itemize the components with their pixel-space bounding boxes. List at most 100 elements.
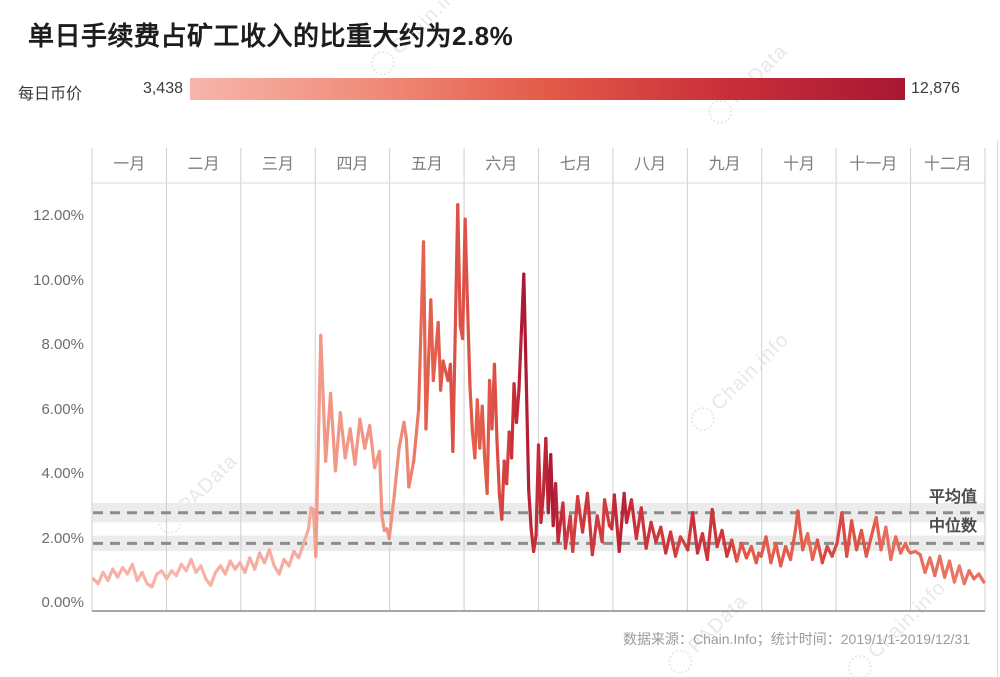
fee-ratio-line-segment	[380, 514, 386, 533]
month-label: 五月	[410, 156, 443, 173]
source-note: 数据来源：Chain.Info；统计时间：2019/1/1-2019/12/31	[622, 631, 970, 647]
fee-ratio-line-segment	[600, 498, 607, 544]
fee-ratio-line-segment	[938, 554, 947, 579]
fee-ratio-line-segment	[639, 506, 648, 550]
fee-ratio-line-segment	[353, 417, 362, 466]
fee-ratio-line-segment	[710, 507, 719, 549]
fee-ratio-line-segment	[788, 528, 797, 562]
month-label: 十一月	[849, 156, 898, 173]
price-legend-min-value: 3,438	[142, 80, 183, 97]
fee-ratio-line-segment	[377, 449, 384, 518]
fee-ratio-line-segment	[495, 436, 501, 495]
fee-ratio-line-segment	[889, 535, 898, 562]
month-label: 一月	[113, 156, 146, 173]
fee-ratio-line-segment	[859, 528, 868, 558]
month-axis: 一月 二月 三月 四月 五月 六月 七月 八月 九月 十月 十一月 十二月	[92, 148, 985, 183]
fee-ratio-line-segment	[319, 333, 328, 463]
fee-ratio-line-segment	[571, 494, 580, 554]
fee-ratio-line-segment	[116, 565, 125, 579]
month-label: 四月	[336, 156, 369, 173]
fee-ratio-line-segment	[368, 424, 377, 470]
fee-ratio-line-segment	[602, 498, 612, 528]
chart-title: 单日手续费占矿工收入的比重大约为2.8%	[28, 21, 514, 51]
fee-ratio-line-segment	[774, 541, 783, 568]
fee-ratio-line-segment	[468, 385, 475, 434]
fee-ratio-line-segment	[407, 459, 416, 489]
month-label: 六月	[485, 156, 518, 173]
fee-ratio-line-segment	[96, 570, 105, 586]
month-label: 十二月	[923, 156, 972, 173]
fee-ratio-line-segment	[492, 362, 499, 441]
fee-ratio-line-segment	[705, 507, 714, 562]
fee-ratio-line-segment	[739, 541, 749, 560]
fee-ratio-line-segment	[358, 417, 367, 450]
fee-ratio-line-segment	[451, 203, 460, 454]
fee-ratio-line-segment	[840, 511, 849, 558]
fee-ratio-line-segment	[287, 549, 296, 568]
fee-ratio-line-segment	[130, 562, 139, 583]
fee-ratio-line-segment	[539, 491, 545, 524]
fee-ratio-line-segment	[253, 551, 262, 571]
fee-ratio-line-segment	[306, 506, 313, 531]
fee-ratio-line-segment	[884, 525, 893, 562]
fee-ratio-line-segment	[673, 535, 683, 558]
fee-ratio-line-segment	[514, 388, 521, 424]
fee-ratio-line-segment	[277, 557, 286, 576]
frame-edge	[997, 140, 998, 677]
fee-ratio-line-segment	[962, 569, 971, 586]
fee-ratio-line-segment	[612, 493, 621, 554]
month-label: 十月	[783, 156, 816, 173]
fee-ratio-line-segment	[524, 378, 531, 492]
fee-ratio-line-segment	[402, 420, 408, 441]
fee-ratio-line-segment	[590, 514, 599, 557]
month-label: 三月	[262, 156, 295, 173]
fee-ratio-line-segment	[644, 520, 653, 550]
fee-ratio-line-segment	[480, 404, 487, 460]
fee-ratio-line-segment	[140, 570, 149, 586]
fee-ratio-line-segment	[764, 535, 773, 565]
fee-ratio-line-segment	[463, 217, 470, 308]
fee-ratio-line-segment	[659, 525, 668, 555]
fee-ratio-line-segment	[815, 538, 824, 565]
fee-ratio-line-segment	[314, 333, 323, 558]
fee-ratio-line-segment	[465, 304, 472, 389]
fee-ratio-line-segment	[199, 564, 208, 581]
fee-ratio-line-segment	[720, 528, 729, 558]
fee-ratio-line-segment	[522, 272, 528, 383]
fee-ratio-line-segment	[517, 330, 523, 392]
fee-ratio-line-segment	[554, 482, 560, 544]
fee-ratio-line-segment	[617, 491, 626, 554]
fee-ratio-line-segment	[174, 562, 183, 578]
fee-ratio-line-segment	[947, 559, 957, 584]
fee-ratio-line-segment	[806, 532, 815, 562]
fee-ratio-line-segment	[957, 564, 966, 586]
fee-ratio-line-segment	[918, 553, 927, 574]
fee-ratio-line-segment	[392, 446, 401, 499]
fee-ratio-line-segment	[735, 541, 744, 563]
price-legend-max-value: 12,876	[911, 80, 960, 97]
month-label: 七月	[559, 156, 592, 173]
fee-ratio-line-segment	[456, 203, 462, 328]
fee-ratio-line-segment	[894, 535, 903, 555]
fee-ratio-line-segment	[297, 541, 306, 560]
fee-ratio-line-segment	[730, 538, 739, 563]
price-legend-label: 每日币价	[18, 86, 83, 103]
fee-ratio-line-segment	[691, 511, 700, 555]
fee-ratio-line-segment	[267, 548, 276, 568]
fee-ratio-line-segment	[223, 559, 232, 576]
fee-ratio-line-segment	[669, 530, 678, 558]
fee-ratio-line-segment	[779, 544, 788, 568]
fee-ratio-line-segment	[864, 535, 873, 558]
fee-ratio-line-segment	[328, 391, 338, 473]
fee-ratio-line-segment	[338, 411, 347, 460]
fee-ratio-line-segment	[527, 488, 533, 531]
month-label: 二月	[187, 156, 220, 173]
fee-ratio-line-segment	[532, 533, 538, 554]
fee-ratio-line-segment	[243, 556, 252, 574]
fee-ratio-line-segment	[820, 544, 829, 565]
fee-ratio-line-segment	[106, 567, 115, 583]
fee-ratio-line-segment	[977, 572, 986, 584]
average-label: 平均值	[928, 488, 977, 506]
